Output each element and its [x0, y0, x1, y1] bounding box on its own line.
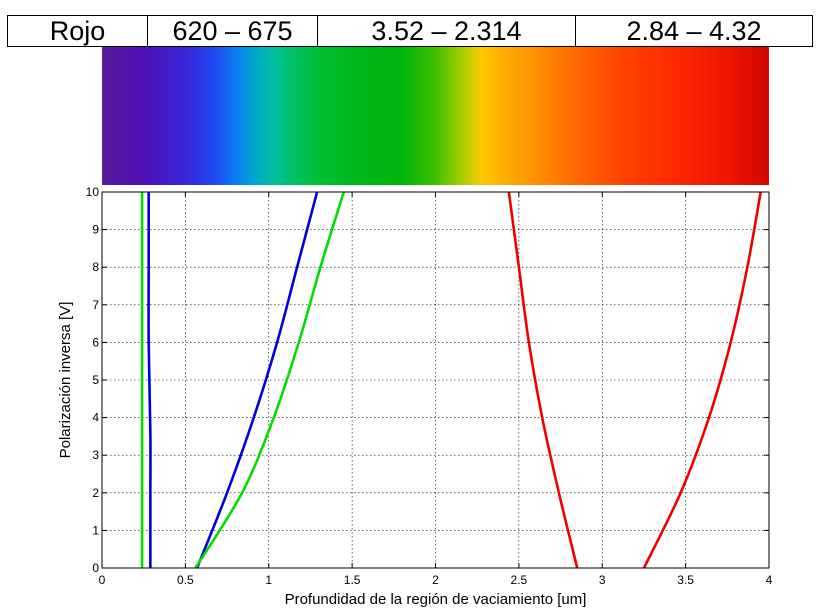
series-line-4	[194, 191, 346, 569]
x-tick-label: 4	[766, 573, 773, 587]
series-line-3	[195, 191, 319, 569]
y-tick-label: 8	[92, 260, 99, 274]
y-tick-label: 2	[92, 486, 99, 500]
x-tick-label: 0	[99, 573, 106, 587]
y-tick-label: 7	[92, 298, 99, 312]
y-tick-label: 10	[86, 185, 100, 199]
range-cell-4: 2.84 – 4.32	[626, 15, 762, 46]
grid-lines	[102, 192, 769, 568]
y-tick-label: 5	[92, 373, 99, 387]
y-tick-label: 4	[92, 411, 99, 425]
y-tick-label: 6	[92, 335, 99, 349]
y-tick-label: 3	[92, 448, 99, 462]
wavelength-range-cell: 620 – 675	[148, 16, 318, 46]
y-tick-label: 1	[92, 523, 99, 537]
color-name-cell: Rojo	[8, 16, 148, 46]
x-tick-label: 1.5	[344, 573, 361, 587]
series-line-5	[507, 191, 579, 569]
color-range-table-row: Rojo 620 – 675 3.52 – 2.314 2.84 – 4.32	[7, 15, 813, 47]
tick-layer: 0 0.5 1 1.5 2 2.5 3 3.5 4 0 1 2 3 4 5 6 7 8 9 10	[86, 185, 773, 587]
x-tick-label: 0.5	[177, 573, 194, 587]
x-tick-label: 3	[599, 573, 606, 587]
x-tick-label: 3.5	[677, 573, 694, 587]
range-cell-3: 3.52 – 2.314	[318, 16, 576, 46]
x-axis-label: Profundidad de la región de vaciamiento …	[285, 591, 587, 608]
series-line-2	[147, 192, 152, 569]
y-tick-label: 9	[92, 223, 99, 237]
visible-spectrum-bar	[102, 47, 769, 185]
series-line-6	[642, 191, 762, 569]
x-tick-label: 1	[265, 573, 272, 587]
y-axis-label: Polarización inversa [V]	[57, 302, 74, 459]
y-tick-label: 0	[92, 561, 99, 575]
x-tick-label: 2	[432, 573, 439, 587]
series-layer	[140, 191, 762, 569]
x-tick-label: 2.5	[511, 573, 528, 587]
